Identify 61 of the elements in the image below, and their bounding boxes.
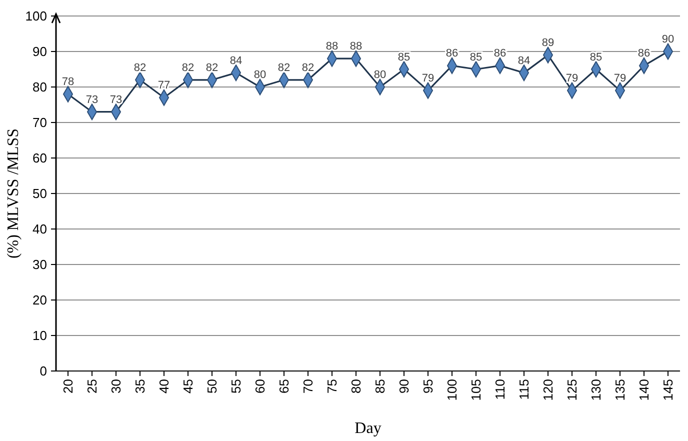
x-tick-label: 70 xyxy=(300,379,316,394)
y-tick-label: 100 xyxy=(25,8,47,24)
x-tick-label: 50 xyxy=(204,379,220,394)
data-label: 79 xyxy=(566,72,578,85)
x-tick-label: 40 xyxy=(156,379,172,394)
x-tick-label: 85 xyxy=(372,379,388,394)
y-tick-label: 30 xyxy=(32,257,47,272)
data-label: 82 xyxy=(206,62,218,74)
x-tick-label: 115 xyxy=(516,379,532,400)
x-tick-label: 45 xyxy=(180,379,196,394)
x-tick-label: 100 xyxy=(444,379,460,401)
x-tick-label: 55 xyxy=(228,379,244,394)
data-label: 73 xyxy=(110,94,122,106)
data-label: 88 xyxy=(350,40,362,53)
data-label: 80 xyxy=(254,69,266,81)
y-tick-label: 10 xyxy=(32,328,47,344)
data-label: 79 xyxy=(422,72,434,85)
data-label: 80 xyxy=(374,69,386,81)
data-label: 73 xyxy=(86,94,98,106)
data-label: 84 xyxy=(518,54,530,67)
x-tick-label: 30 xyxy=(108,379,124,394)
x-tick-label: 125 xyxy=(564,379,580,401)
x-tick-label: 25 xyxy=(84,379,100,394)
y-tick-label: 50 xyxy=(32,186,47,202)
y-tick-label: 40 xyxy=(32,222,47,237)
x-tick-label: 95 xyxy=(420,379,436,394)
y-tick-label: 0 xyxy=(40,364,47,379)
x-tick-label: 140 xyxy=(636,379,652,401)
x-axis-title: Day xyxy=(354,420,382,437)
x-tick-label: 75 xyxy=(324,379,340,394)
x-tick-label: 90 xyxy=(396,379,412,394)
data-label: 79 xyxy=(614,72,626,85)
x-tick-label: 80 xyxy=(348,379,364,394)
x-tick-label: 130 xyxy=(588,379,604,401)
y-axis-title: (%) MLVSS /MLSS xyxy=(5,128,22,259)
data-label: 82 xyxy=(134,62,146,74)
y-tick-label: 90 xyxy=(32,44,47,60)
data-label: 82 xyxy=(302,62,314,74)
x-tick-label: 120 xyxy=(540,379,556,401)
y-tick-label: 70 xyxy=(32,115,47,130)
x-tick-label: 65 xyxy=(276,379,292,394)
data-label: 78 xyxy=(62,76,74,88)
data-label: 84 xyxy=(230,54,242,67)
y-tick-label: 60 xyxy=(32,150,47,166)
data-label: 85 xyxy=(470,51,482,64)
x-tick-label: 145 xyxy=(660,379,676,401)
y-tick-label: 20 xyxy=(32,292,47,308)
data-label: 88 xyxy=(326,40,338,53)
data-label: 82 xyxy=(182,62,194,74)
data-label: 90 xyxy=(662,34,674,46)
x-tick-label: 60 xyxy=(252,379,268,394)
data-label: 85 xyxy=(590,51,602,64)
y-tick-label: 80 xyxy=(32,80,47,95)
x-tick-label: 105 xyxy=(468,379,484,401)
x-tick-label: 110 xyxy=(492,379,508,400)
data-label: 89 xyxy=(542,37,554,50)
x-tick-label: 35 xyxy=(132,379,148,394)
data-label: 82 xyxy=(278,62,290,74)
x-tick-label: 20 xyxy=(60,379,76,394)
x-tick-label: 135 xyxy=(612,379,628,401)
data-label: 85 xyxy=(398,51,410,64)
